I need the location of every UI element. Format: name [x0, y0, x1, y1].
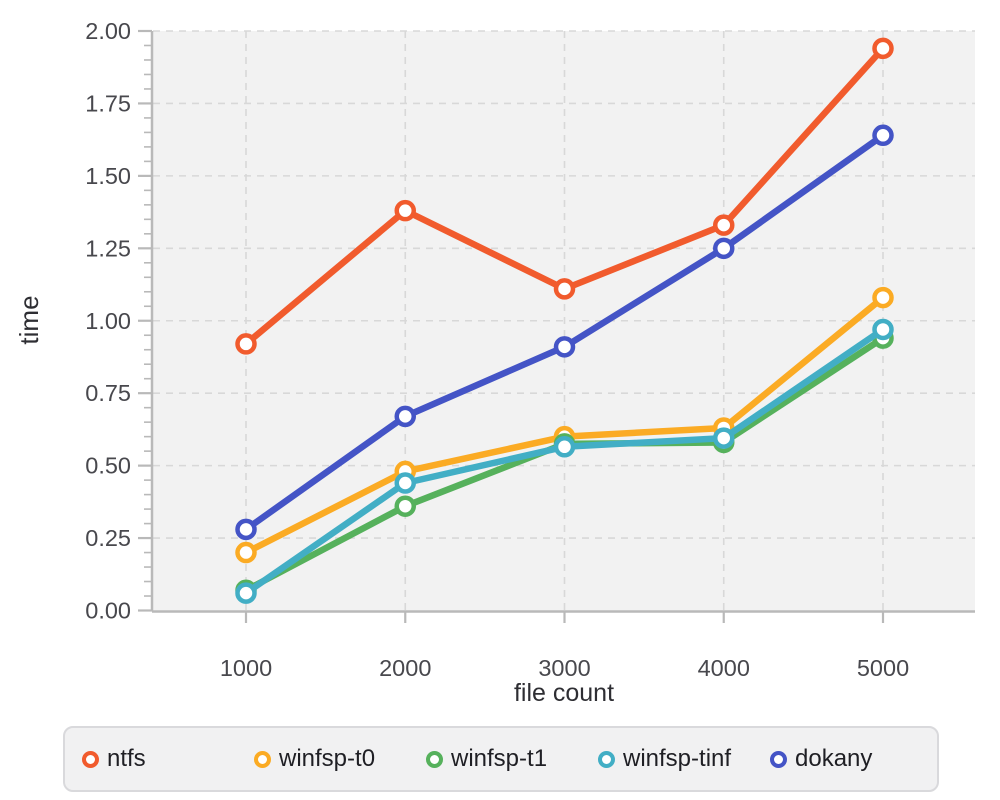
x-tick-label: 4000 — [698, 655, 750, 681]
data-point-ntfs — [394, 199, 416, 222]
legend-item-winfsp-t0[interactable]: winfsp-t0 — [254, 745, 426, 773]
y-tick-label: 1.75 — [85, 90, 131, 116]
data-point-winfsp-tinf — [235, 582, 257, 604]
data-point-winfsp-t1 — [394, 495, 416, 517]
data-point-winfsp-tinf — [553, 436, 576, 458]
y-tick-label: 1.25 — [85, 235, 131, 261]
legend-marker-icon — [598, 750, 615, 768]
legend-item-label: winfsp-tinf — [623, 745, 732, 772]
y-tick-label: 2.00 — [85, 18, 131, 44]
y-tick-label: 1.00 — [85, 308, 131, 334]
data-point-ntfs — [553, 278, 576, 300]
data-point-dokany — [713, 237, 735, 260]
legend-item-winfsp-tinf[interactable]: winfsp-tinf — [598, 745, 770, 773]
data-point-ntfs — [235, 333, 257, 355]
data-point-winfsp-tinf — [713, 427, 735, 449]
data-point-dokany — [235, 518, 257, 541]
y-tick-label: 0.00 — [85, 598, 131, 624]
legend-marker-icon — [426, 750, 443, 768]
x-axis-title: file count — [514, 679, 614, 707]
data-point-winfsp-t0 — [235, 541, 257, 564]
y-tick-label: 1.50 — [85, 163, 131, 189]
y-tick-label: 0.50 — [85, 453, 131, 479]
x-tick-label: 5000 — [857, 655, 909, 681]
legend-item-label: winfsp-t1 — [451, 745, 548, 772]
plot-layers: 0.00 0.25 0.50 0.75 1.00 1.25 1.50 1.75 2.00 1000… — [85, 18, 975, 681]
data-point-winfsp-tinf — [394, 472, 416, 494]
data-point-ntfs — [872, 37, 894, 60]
legend-marker-icon — [254, 750, 271, 768]
legend-item-label: winfsp-t0 — [279, 745, 376, 772]
x-tick-label: 2000 — [379, 655, 431, 681]
legend-box: ntfs winfsp-t0 winfsp-t1 winfsp-tinf dokany — [63, 726, 939, 792]
legend-item-winfsp-t1[interactable]: winfsp-t1 — [426, 745, 598, 773]
legend-marker-icon — [82, 750, 99, 768]
data-point-ntfs — [713, 214, 735, 236]
legend-marker-icon — [770, 750, 787, 768]
data-point-dokany — [394, 405, 416, 428]
legend-item-label: dokany — [795, 745, 873, 772]
data-point-winfsp-tinf — [872, 318, 894, 341]
legend-item-label: ntfs — [107, 745, 146, 772]
y-axis-title: time — [14, 295, 44, 344]
legend-item-ntfs[interactable]: ntfs — [82, 745, 254, 773]
x-tick-label: 1000 — [220, 655, 272, 681]
data-point-dokany — [872, 124, 894, 147]
y-tick-label: 0.25 — [85, 525, 131, 551]
x-tick-label: 3000 — [538, 655, 590, 681]
legend-item-dokany[interactable]: dokany — [770, 745, 872, 773]
y-tick-label: 0.75 — [85, 380, 131, 406]
data-point-winfsp-t0 — [872, 286, 894, 309]
data-point-dokany — [553, 336, 576, 358]
